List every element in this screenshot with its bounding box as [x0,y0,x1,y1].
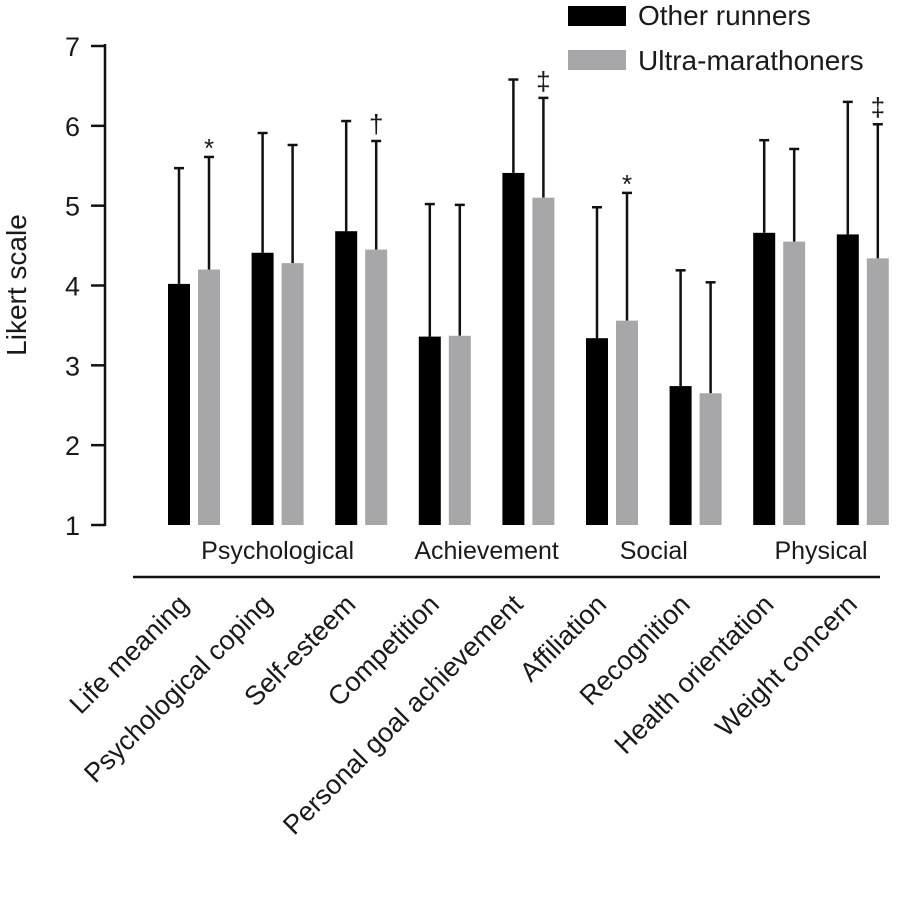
x-category-label: Health orientation [609,589,780,760]
y-tick-label: 3 [65,351,80,381]
legend: Other runners Ultra-marathoners [568,0,864,76]
y-tick-label: 4 [65,272,80,302]
significance-marker: † [369,109,383,139]
x-category-label: Weight concern [710,589,864,743]
bar-other-runners [168,283,190,525]
bar-other-runners [418,336,441,525]
group-label: Psychological [201,537,354,565]
bar-ultra-marathoners [365,249,388,525]
bar-ultra-marathoners [783,241,806,525]
bar-other-runners [251,252,274,526]
bars: * † ‡ * ‡ [168,66,889,526]
bar-ultra-marathoners [866,258,889,525]
group-label: Social [620,537,688,565]
bar-ultra-marathoners [616,320,638,525]
legend-label-other-runners: Other runners [638,0,811,31]
group-label: Achievement [414,537,559,565]
bar-other-runners [753,232,776,525]
legend-swatch-other-runners [568,6,626,26]
legend-swatch-ultra-marathoners [568,50,626,70]
group-label: Physical [774,537,867,565]
significance-marker: ‡ [871,92,885,122]
y-axis: 1 2 3 4 5 6 7 [65,32,107,541]
bar-ultra-marathoners [198,269,220,525]
y-tick-label: 5 [65,192,80,222]
legend-label-ultra-marathoners: Ultra-marathoners [638,45,864,76]
bar-other-runners [836,234,859,525]
bar-other-runners [335,231,358,526]
y-tick-label: 7 [65,32,80,62]
bar-ultra-marathoners [281,263,304,525]
y-tick-label: 1 [65,511,80,541]
significance-marker: ‡ [536,66,550,96]
bar-other-runners [502,172,525,525]
bar-ultra-marathoners [699,393,722,525]
y-tick-label: 2 [65,431,80,461]
bar-ultra-marathoners [532,197,555,525]
significance-marker: * [204,133,214,163]
bar-other-runners [669,386,692,525]
bar-ultra-marathoners [448,335,471,525]
significance-marker: * [622,169,632,199]
group-labels: Psychological Achievement Social Physical [133,537,880,579]
y-tick-label: 6 [65,112,80,142]
y-axis-label: Likert scale [1,214,32,356]
bar-other-runners [586,338,608,525]
